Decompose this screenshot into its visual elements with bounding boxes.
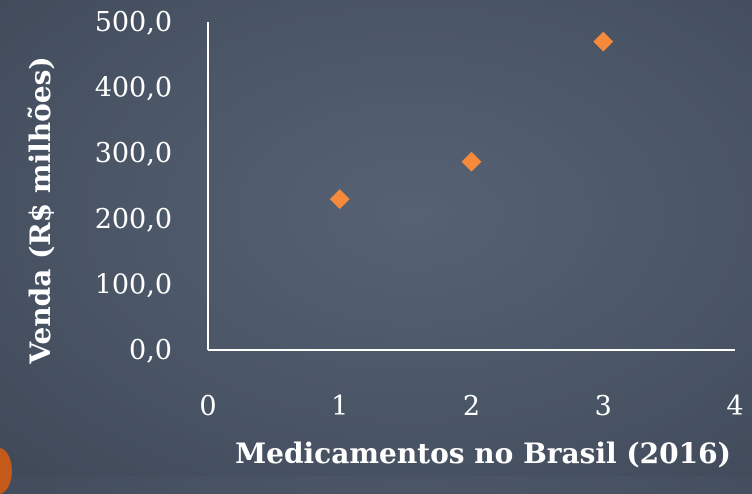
x-tick-labels: 0 1 2 3 4 bbox=[199, 391, 743, 422]
x-tick-label: 0 bbox=[199, 391, 216, 422]
scatter-chart: 0,0 100,0 200,0 300,0 400,0 500,0 0 1 2 3 4 Medic… bbox=[24, 7, 743, 470]
y-axis-title: Venda (R$ milhões) bbox=[24, 56, 57, 364]
data-point bbox=[593, 31, 614, 52]
x-axis-title: Medicamentos no Brasil (2016) bbox=[235, 437, 731, 470]
y-tick-label: 500,0 bbox=[95, 7, 172, 38]
y-tick-label: 300,0 bbox=[95, 138, 172, 169]
y-tick-labels: 0,0 100,0 200,0 300,0 400,0 500,0 bbox=[95, 7, 172, 366]
x-tick-label: 1 bbox=[331, 391, 348, 422]
y-tick-label: 400,0 bbox=[95, 73, 172, 104]
data-point bbox=[329, 189, 350, 210]
data-points bbox=[329, 31, 614, 210]
data-point bbox=[461, 151, 482, 172]
y-tick-label: 100,0 bbox=[95, 269, 172, 300]
x-tick-label: 3 bbox=[595, 391, 612, 422]
x-tick-label: 2 bbox=[463, 391, 480, 422]
x-tick-label: 4 bbox=[726, 391, 743, 422]
y-tick-label: 0,0 bbox=[129, 335, 172, 366]
y-tick-label: 200,0 bbox=[95, 204, 172, 235]
